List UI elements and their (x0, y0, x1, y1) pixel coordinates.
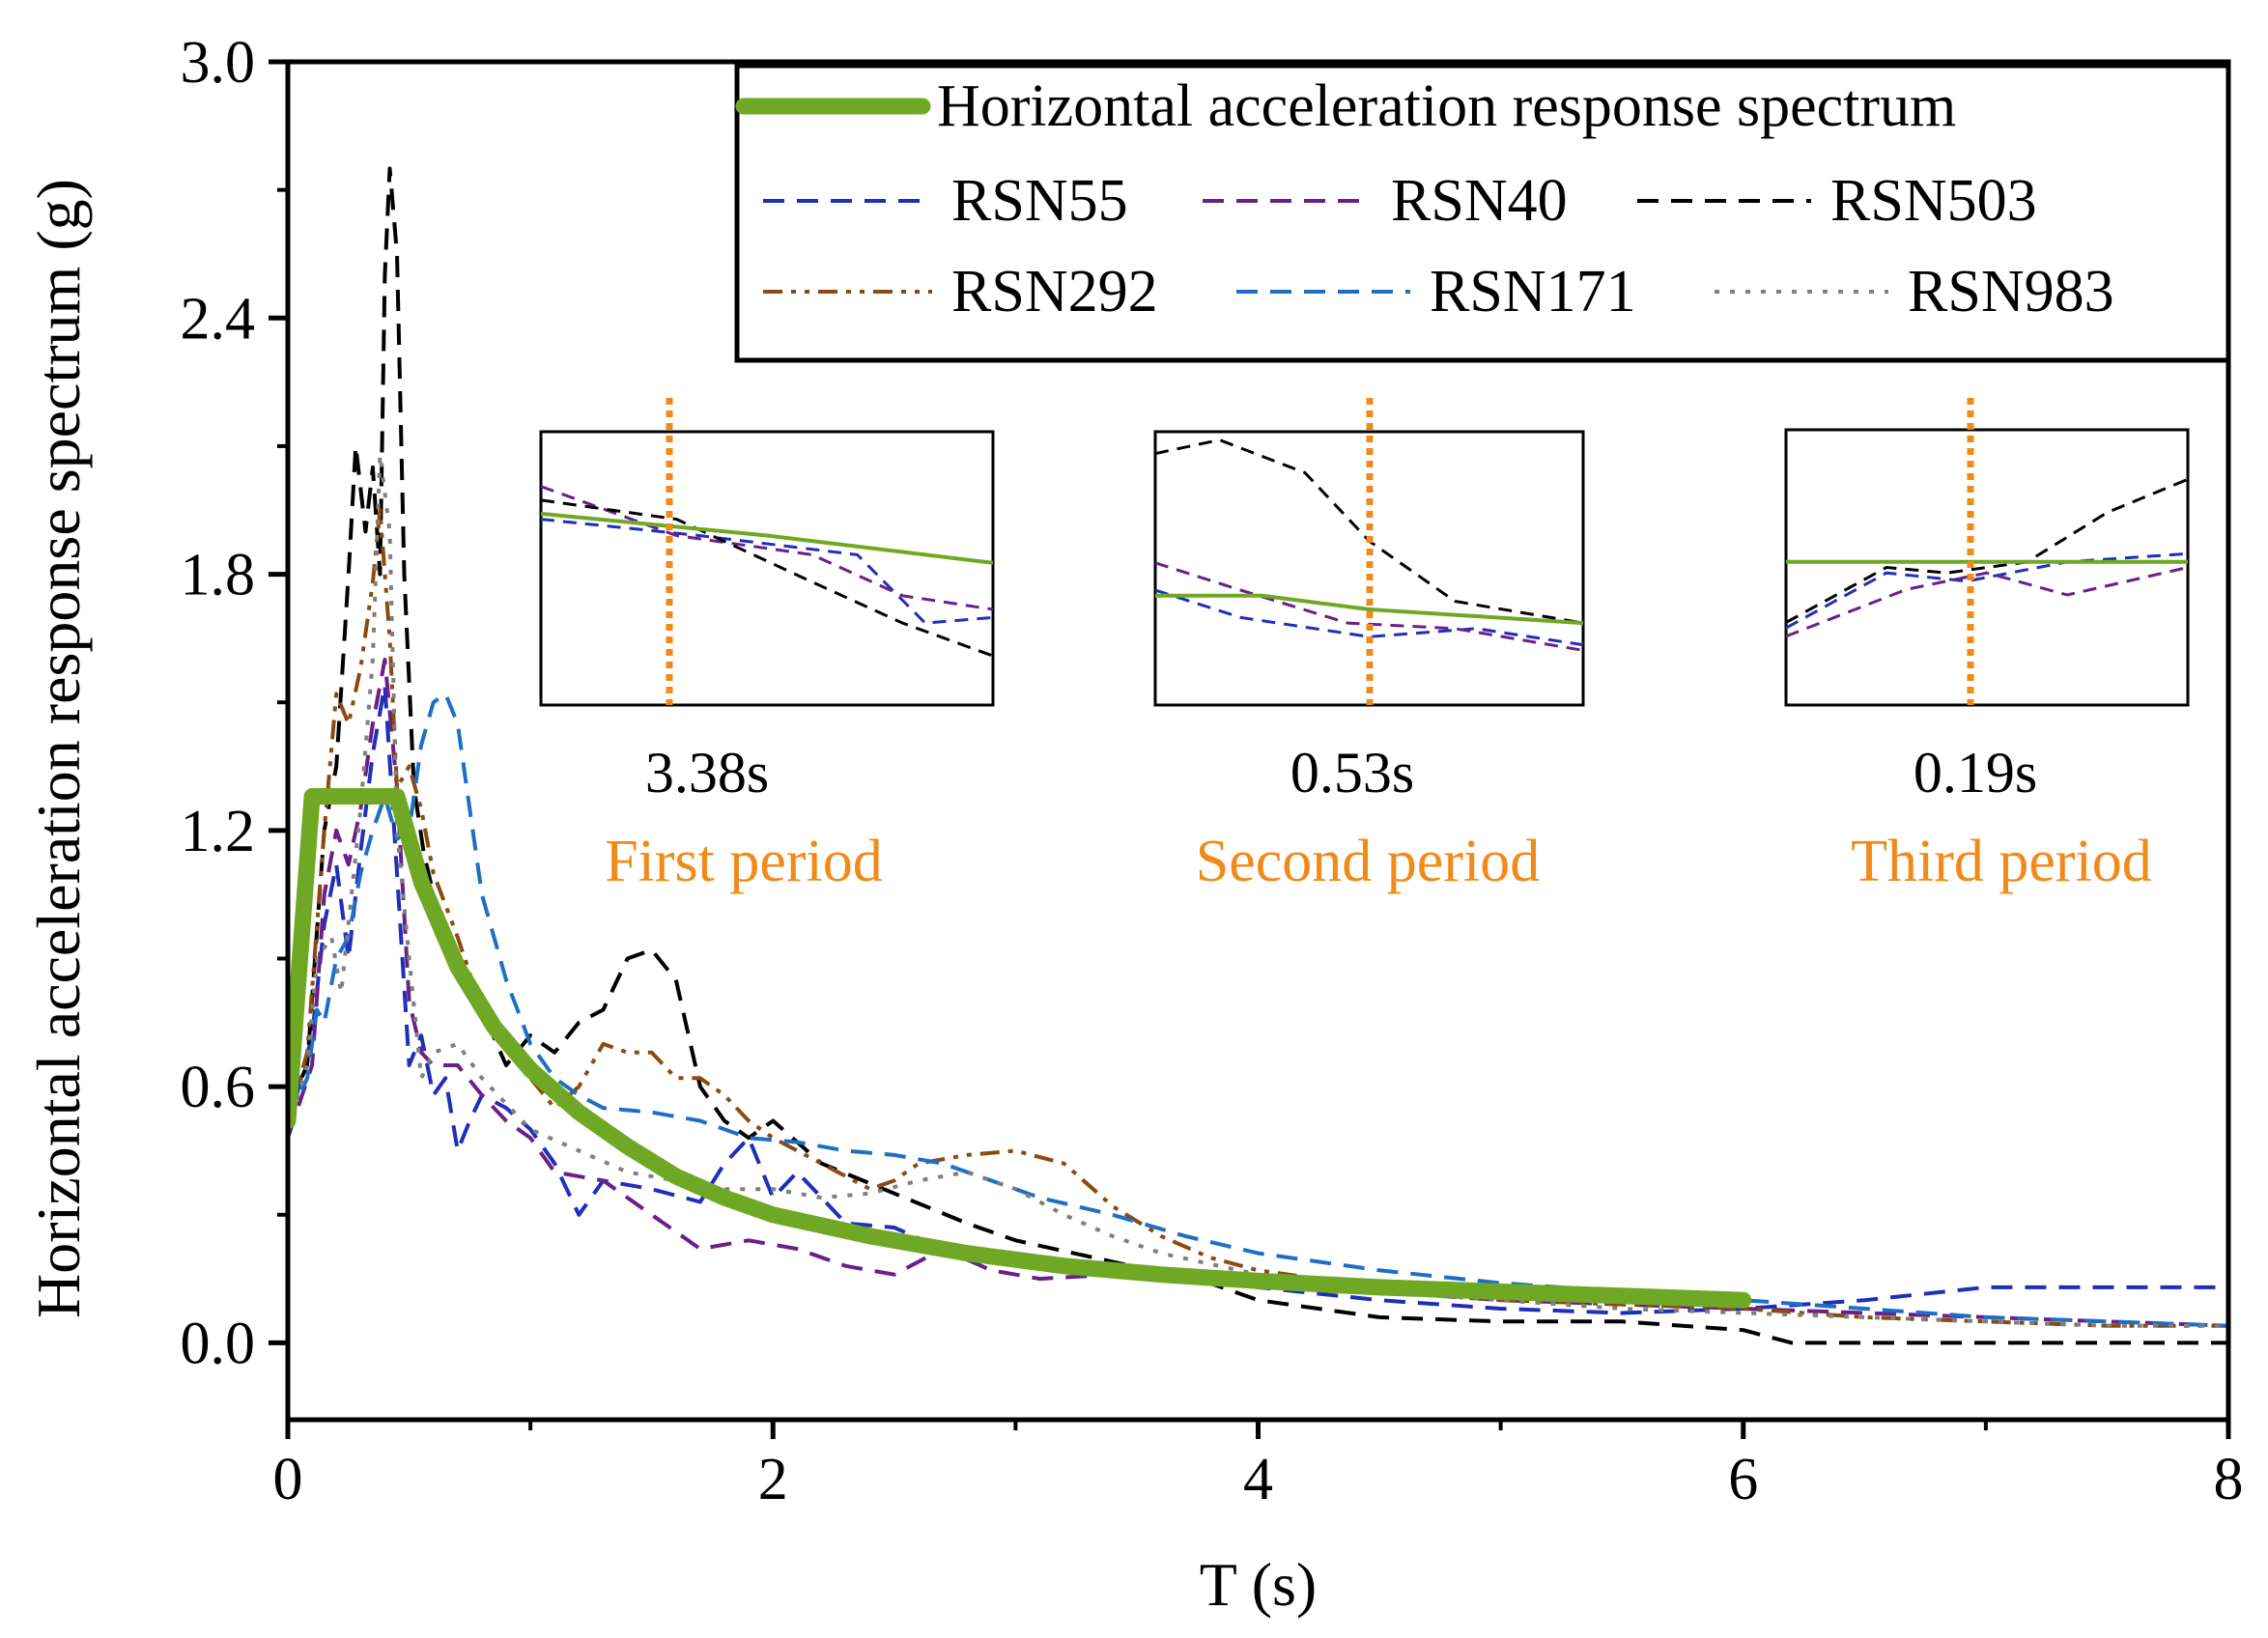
legend: Horizontal acceleration response spectru… (734, 63, 2231, 363)
x-tick-label: 4 (1243, 1447, 1273, 1512)
series-line-rsn503 (288, 166, 2228, 1345)
y-tick-label: 3.0 (181, 30, 256, 96)
y-tick-label: 1.8 (181, 543, 256, 608)
x-axis-label: T (s) (1200, 1550, 1317, 1619)
inset-line-rsn55 (541, 518, 993, 625)
inset-line-rsn503 (541, 498, 993, 658)
legend-label-rsn292: RSN292 (951, 259, 1158, 325)
period-name-label: First period (605, 829, 883, 894)
inset-line-target (1155, 593, 1583, 626)
period-name-label: Third period (1851, 829, 2152, 894)
series-line-target (288, 788, 1752, 1309)
inset-line-target (541, 511, 993, 565)
period-value-label: 0.19s (1914, 741, 2037, 805)
inset-frame (1784, 428, 2190, 707)
x-tick-label: 0 (273, 1447, 303, 1512)
y-tick-label: 0.0 (181, 1311, 256, 1376)
period-value-label: 0.53s (1290, 741, 1414, 805)
inset-line-rsn55 (1786, 551, 2188, 630)
legend-label-rsn983: RSN983 (1908, 259, 2114, 325)
legend-label-rsn55: RSN55 (951, 168, 1128, 234)
legend-label-rsn40: RSN40 (1391, 168, 1568, 234)
series-layer (288, 166, 2228, 1345)
y-tick-label: 1.2 (181, 799, 256, 864)
series-line-rsn171 (288, 692, 2228, 1328)
x-tick-label: 8 (2214, 1447, 2244, 1512)
legend-label-rsn171: RSN171 (1430, 259, 1636, 325)
legend-label-rsn503: RSN503 (1830, 168, 2037, 234)
y-tick-label: 0.6 (181, 1055, 256, 1120)
period-name-label: Second period (1196, 829, 1540, 894)
y-axis-label: Horizontal acceleration response spectru… (24, 179, 93, 1318)
inset-3: 0.19s Third period (1784, 398, 2190, 894)
inset-line-rsn503 (1786, 477, 2188, 624)
inset-1: 3.38s First period (539, 398, 995, 894)
period-value-label: 3.38s (645, 741, 769, 805)
y-tick-label: 2.4 (181, 286, 256, 352)
inset-frame (539, 430, 995, 707)
legend-box (734, 63, 2231, 363)
x-tick-label: 6 (1728, 1447, 1758, 1512)
ticks: 0.0 0.6 1.2 1.8 2.4 3.0 0 2 4 6 8 (181, 30, 2244, 1512)
inset-line-rsn503 (1155, 438, 1583, 625)
x-tick-label: 2 (758, 1447, 788, 1512)
inset-2: 0.53s Second period (1153, 398, 1585, 894)
inset-line-rsn40 (1786, 566, 2188, 638)
inset-line-rsn40 (1155, 561, 1583, 652)
insets: 3.38s First period 0.53s Second period 0.19s… (539, 398, 2190, 894)
legend-label-target: Horizontal acceleration response spectru… (937, 73, 1956, 139)
inset-line-rsn40 (541, 485, 993, 611)
inset-line-rsn55 (1155, 588, 1583, 647)
